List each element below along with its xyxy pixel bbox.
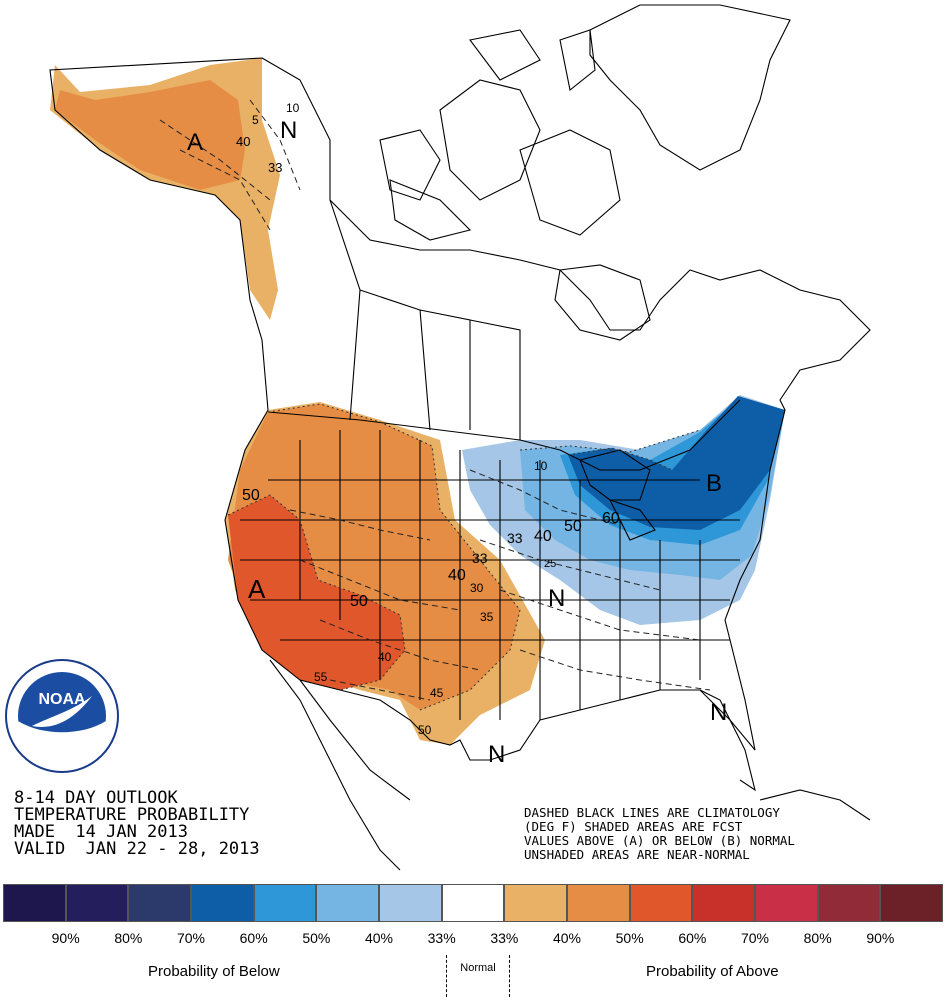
legend-tick: 60%: [239, 930, 268, 946]
prob-label: 50: [350, 593, 368, 610]
clim-label: 33: [268, 160, 282, 175]
prob-label: 50: [242, 487, 260, 504]
probability-contours: [227, 403, 701, 711]
clim-label: 45: [430, 686, 444, 700]
clim-label: 55: [314, 670, 328, 684]
prob-label: 50: [564, 518, 582, 535]
below-label: Probability of Below: [148, 963, 280, 980]
probability-color-legend: [3, 884, 944, 922]
alaska-above-50: [55, 80, 245, 190]
legend-swatch: [755, 884, 818, 922]
east-below-label: B: [706, 470, 722, 497]
legend-swatch: [817, 884, 881, 922]
prob-label: 60: [602, 510, 620, 527]
clim-label: 25: [544, 558, 556, 570]
normal-label: Normal: [460, 962, 496, 974]
legend-swatch: [567, 884, 630, 922]
west-above-60: [228, 495, 405, 690]
west-above-label: A: [248, 574, 266, 604]
florida-normal-label: N: [710, 699, 727, 726]
shaded-regions: [50, 58, 785, 745]
clim-label: 10: [534, 459, 548, 473]
legend-tick: 60%: [678, 930, 707, 946]
map-labels: A N A B N N N 50 50 40 33 33 40 50 60 10…: [187, 101, 727, 768]
legend-tick: 33%: [490, 930, 519, 946]
outlook-title: 8-14 DAY OUTLOOK TEMPERATURE PROBABILITY M…: [14, 790, 260, 858]
clim-label: 50: [418, 723, 432, 737]
legend-swatch: [441, 884, 505, 922]
legend-swatch: [65, 884, 129, 922]
noaa-logo-text: NOAA: [38, 691, 86, 708]
notes-line-2: (DEG F) SHADED AREAS ARE FCST: [524, 819, 743, 834]
prob-label: 40: [448, 567, 466, 584]
legend-tick: 90%: [866, 930, 895, 946]
legend-tick: 50%: [615, 930, 644, 946]
legend-tick: 90%: [51, 930, 80, 946]
legend-tick: 40%: [364, 930, 394, 946]
legend-tick: 80%: [803, 930, 832, 946]
legend-swatch: [504, 884, 568, 922]
title-line-3: MADE 14 JAN 2013: [14, 822, 188, 842]
legend-tick-labels: 90% 80% 70% 60% 50% 40% 33% 33% 40% 50% 60% 70% 80% 9…: [0, 930, 946, 950]
title-line-4: VALID JAN 22 - 28, 2013: [14, 839, 260, 859]
clim-label: 30: [470, 581, 484, 595]
clim-label: 5: [252, 113, 259, 127]
legend-swatch: [3, 884, 66, 922]
notes-line-3: VALUES ABOVE (A) OR BELOW (B) NORMAL: [524, 833, 795, 848]
geographic-outlines: [49, 4, 871, 871]
legend-swatch: [191, 884, 254, 922]
clim-label: 35: [480, 610, 494, 624]
prob-label: 33: [507, 530, 523, 546]
prob-label: 33: [472, 550, 488, 566]
clim-label: 40: [236, 134, 250, 149]
legend-swatch: [692, 884, 756, 922]
texas-normal-label: N: [488, 741, 505, 768]
legend-swatch: [379, 884, 442, 922]
legend-tick: 50%: [302, 930, 331, 946]
above-label: Probability of Above: [646, 963, 779, 980]
legend-tick: 80%: [114, 930, 143, 946]
normal-label-box: Normal: [446, 955, 510, 997]
legend-swatch: [316, 884, 380, 922]
legend-tick: 40%: [552, 930, 582, 946]
title-line-2: TEMPERATURE PROBABILITY: [14, 805, 250, 825]
clim-label: 40: [378, 650, 392, 664]
central-normal-label: N: [548, 585, 565, 612]
title-line-1: 8-14 DAY OUTLOOK: [14, 788, 178, 808]
map-notes: DASHED BLACK LINES ARE CLIMATOLOGY (DEG F…: [524, 806, 795, 862]
legend-swatch: [629, 884, 693, 922]
legend-swatch: [253, 884, 317, 922]
legend-tick: 33%: [427, 930, 456, 946]
notes-line-4: UNSHADED AREAS ARE NEAR-NORMAL: [524, 847, 750, 862]
clim-label: 10: [286, 101, 300, 115]
noaa-logo: NOAA: [5, 659, 119, 773]
alaska-normal-label: N: [280, 117, 297, 144]
east-below-70: [568, 396, 785, 530]
climatology-lines: [159, 99, 711, 701]
outlook-map: A N A B N N N 50 50 40 33 33 40 50 60 10…: [5, 4, 871, 871]
alaska-above-label: A: [187, 129, 203, 156]
legend-tick: 70%: [740, 930, 770, 946]
prob-label: 40: [534, 528, 552, 545]
legend-tick: 70%: [176, 930, 206, 946]
legend-swatch: [128, 884, 192, 922]
notes-line-1: DASHED BLACK LINES ARE CLIMATOLOGY: [524, 805, 780, 820]
legend-swatch: [880, 884, 944, 922]
